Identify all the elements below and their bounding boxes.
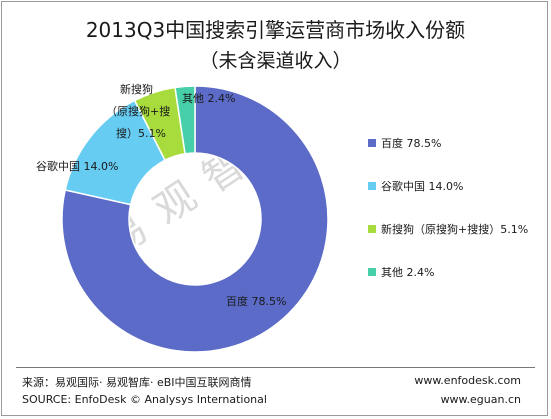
source-cn: 来源：易观国际· 易观智库· eBI中国互联网商情 — [22, 376, 252, 389]
slice-other — [174, 85, 196, 155]
data-label-google: 谷歌中国 14.0% — [36, 159, 118, 173]
legend-label-other: 其他 2.4% — [381, 266, 435, 279]
legend-label-sogou: 新搜狗（原搜狗+搜搜）5.1% — [381, 223, 529, 236]
footer-divider — [16, 367, 535, 368]
chart-title: 2013Q3中国搜索引擎运营商市场收入份额 — [85, 18, 466, 42]
data-label-sogou-line-2: （原搜狗+搜 — [106, 104, 170, 118]
legend-swatch-baidu — [368, 139, 376, 147]
legend-item-sogou: 新搜狗（原搜狗+搜搜）5.1% — [368, 221, 528, 237]
data-label-sogou-line-1: 新搜狗 — [120, 82, 153, 96]
legend-item-other: 其他 2.4% — [368, 264, 434, 280]
chart-subtitle: （未含渠道收入） — [199, 50, 352, 72]
website-url-eguan: www.eguan.cn — [440, 393, 521, 406]
source-en: SOURCE: EnfoDesk © Analysys Internationa… — [22, 393, 267, 406]
slice-baidu — [61, 85, 329, 353]
legend-item-baidu: 百度 78.5% — [368, 135, 441, 151]
legend-item-google: 谷歌中国 14.0% — [368, 178, 463, 194]
data-label-other: 其他 2.4% — [182, 92, 235, 105]
legend-label-baidu: 百度 78.5% — [381, 137, 442, 150]
data-label-baidu: 百度 78.5% — [226, 294, 286, 308]
legend-swatch-google — [368, 182, 376, 190]
legend-swatch-sogou — [368, 225, 376, 233]
data-label-sogou-line-3: 搜）5.1% — [116, 126, 166, 140]
website-url-enfodesk: www.enfodesk.com — [414, 374, 521, 387]
legend-swatch-other — [368, 268, 376, 276]
legend-label-google: 谷歌中国 14.0% — [381, 180, 464, 193]
